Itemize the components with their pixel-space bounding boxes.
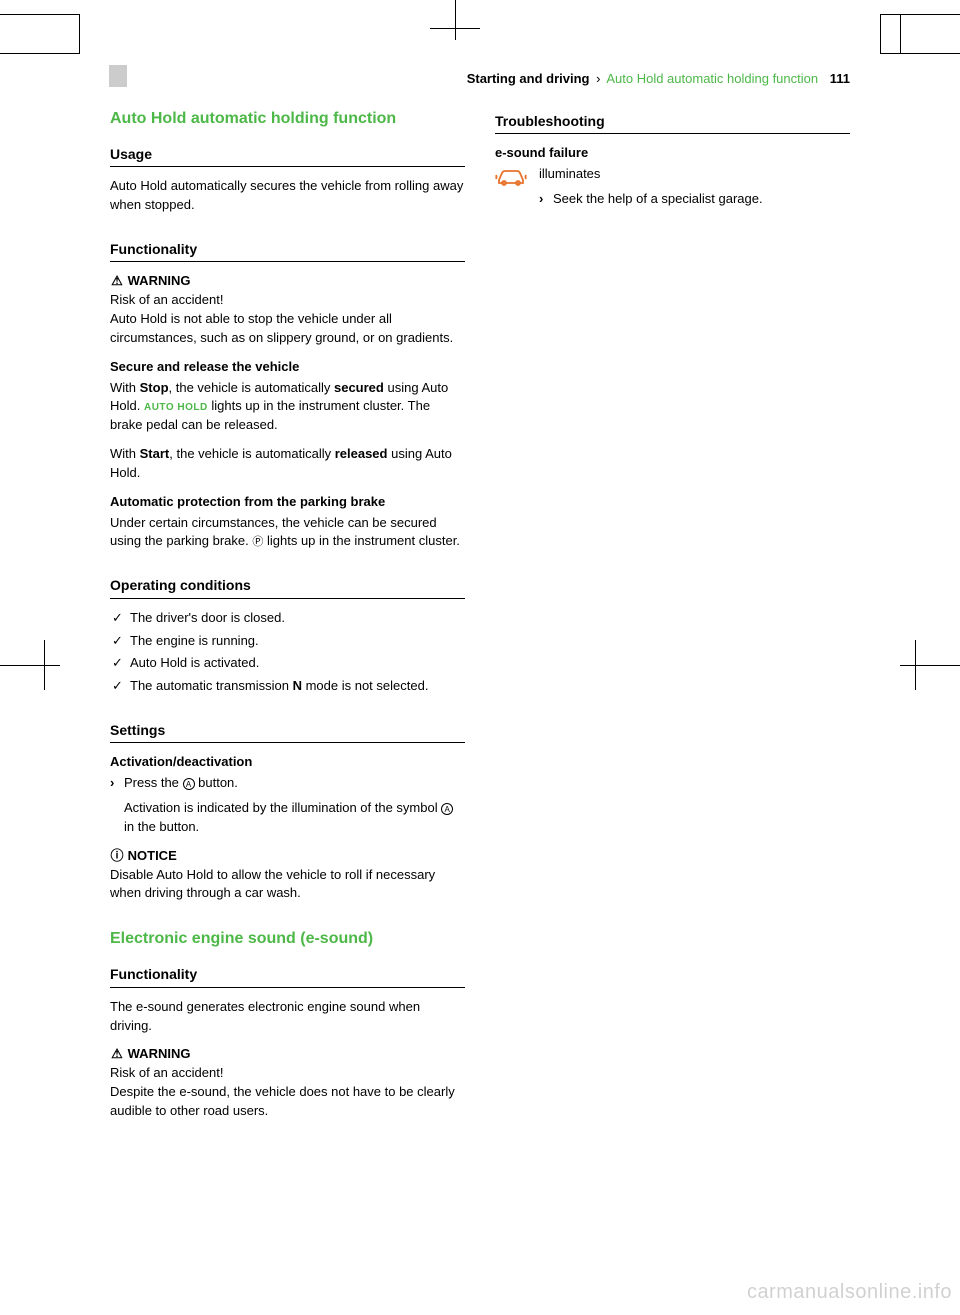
header-section: Auto Hold automatic holding function [606,71,818,86]
operating-heading: Operating conditions [110,575,465,598]
settings-steps: Press the A button. [110,774,465,793]
warning-label: WARNING [128,273,191,288]
warning-line: ⚠ WARNING [110,1045,465,1064]
car-warning-icon [495,165,529,191]
text: in the button. [124,819,199,834]
auto-hold-badge-icon: AUTO HOLD [144,402,208,413]
settings-heading: Settings [110,720,465,743]
crop-mark [455,0,456,40]
warning-line: ⚠ WARNING [110,272,465,291]
warning-triangle-icon: ⚠ [110,272,124,291]
section-title-auto-hold: Auto Hold automatic holding function [110,107,465,130]
secure-p1: With Stop, the vehicle is automatically … [110,379,465,436]
operating-list: The driver's door is closed. The engine … [110,609,465,696]
text: Activation is indicated by the illuminat… [124,800,441,815]
list-item: The automatic transmission N mode is not… [110,677,465,696]
trouble-row: illuminates Seek the help of a specialis… [495,165,850,215]
notice-line: ⓘ NOTICE [110,847,465,866]
text: Press the [124,775,183,790]
notice-label: NOTICE [128,848,177,863]
secure-release-heading: Secure and release the vehicle [110,358,465,377]
page-header: Starting and driving › Auto Hold automat… [110,70,850,89]
notice-circle-icon: ⓘ [110,847,124,866]
text: The automatic transmission N mode is not… [130,678,428,693]
list-item: Press the A button. [110,774,465,793]
text-bold: Start [140,446,170,461]
auto-protection-body: Under certain circumstances, the vehicle… [110,514,465,552]
warning-risk: Risk of an accident! [110,291,465,310]
warning-risk: Risk of an accident! [110,1064,465,1083]
right-column: Troubleshooting e-sound failure [495,107,850,1145]
esound-func-body: The e-sound generates electronic engine … [110,998,465,1036]
list-item: The driver's door is closed. [110,609,465,628]
esound-functionality-block: Functionality The e-sound generates elec… [110,964,465,1120]
auto-hold-button-icon: A [441,803,453,815]
usage-heading: Usage [110,144,465,167]
header-tab [109,65,127,87]
activation-heading: Activation/deactivation [110,753,465,772]
functionality-block: Functionality ⚠ WARNING Risk of an accid… [110,239,465,551]
settings-block: Settings Activation/deactivation Press t… [110,720,465,903]
crop-mark [900,14,960,54]
warning-label: WARNING [128,1046,191,1061]
watermark: carmanualsonline.info [747,1278,952,1307]
functionality-heading: Functionality [110,239,465,262]
esound-failure-heading: e-sound failure [495,144,850,163]
text: With [110,446,140,461]
crop-mark [0,14,80,54]
text-bold: Stop [140,380,169,395]
text: With [110,380,140,395]
troubleshooting-heading: Troubleshooting [495,111,850,134]
crop-mark [430,28,480,29]
text: , the vehicle is automatically [169,380,334,395]
page-content: Starting and driving › Auto Hold automat… [110,70,850,1145]
list-item: Auto Hold is activated. [110,654,465,673]
text: lights up in the instrument cluster. [263,533,460,548]
warning-body: Auto Hold is not able to stop the vehicl… [110,310,465,348]
warning-body: Despite the e-sound, the vehicle does no… [110,1083,465,1121]
page-number: 111 [830,71,850,86]
notice-body: Disable Auto Hold to allow the vehicle t… [110,866,465,904]
auto-protection-heading: Automatic protection from the parking br… [110,493,465,512]
auto-hold-button-icon: A [183,778,195,790]
usage-body: Auto Hold automatically secures the vehi… [110,177,465,215]
secure-p2: With Start, the vehicle is automatically… [110,445,465,483]
esound-func-heading: Functionality [110,964,465,987]
troubleshooting-block: Troubleshooting e-sound failure [495,111,850,215]
left-column: Auto Hold automatic holding function Usa… [110,107,465,1145]
parking-brake-icon: Ⓟ [252,535,263,551]
illuminates-text: illuminates [539,165,763,184]
list-item: The engine is running. [110,632,465,651]
header-chapter: Starting and driving [467,71,590,86]
section-title-esound: Electronic engine sound (e-sound) [110,927,465,950]
trouble-steps: Seek the help of a specialist garage. [539,190,763,209]
crop-mark [0,665,60,666]
operating-conditions-block: Operating conditions The driver's door i… [110,575,465,696]
list-item: Seek the help of a specialist garage. [539,190,763,209]
text-bold: secured [334,380,384,395]
header-separator: › [596,71,600,86]
usage-block: Usage Auto Hold automatically secures th… [110,144,465,215]
text: button. [195,775,238,790]
crop-mark [900,665,960,666]
text-bold: released [335,446,388,461]
text: , the vehicle is automatically [169,446,334,461]
warning-triangle-icon: ⚠ [110,1045,124,1064]
activation-indication: Activation is indicated by the illuminat… [110,799,465,837]
trouble-text: illuminates Seek the help of a specialis… [539,165,763,215]
